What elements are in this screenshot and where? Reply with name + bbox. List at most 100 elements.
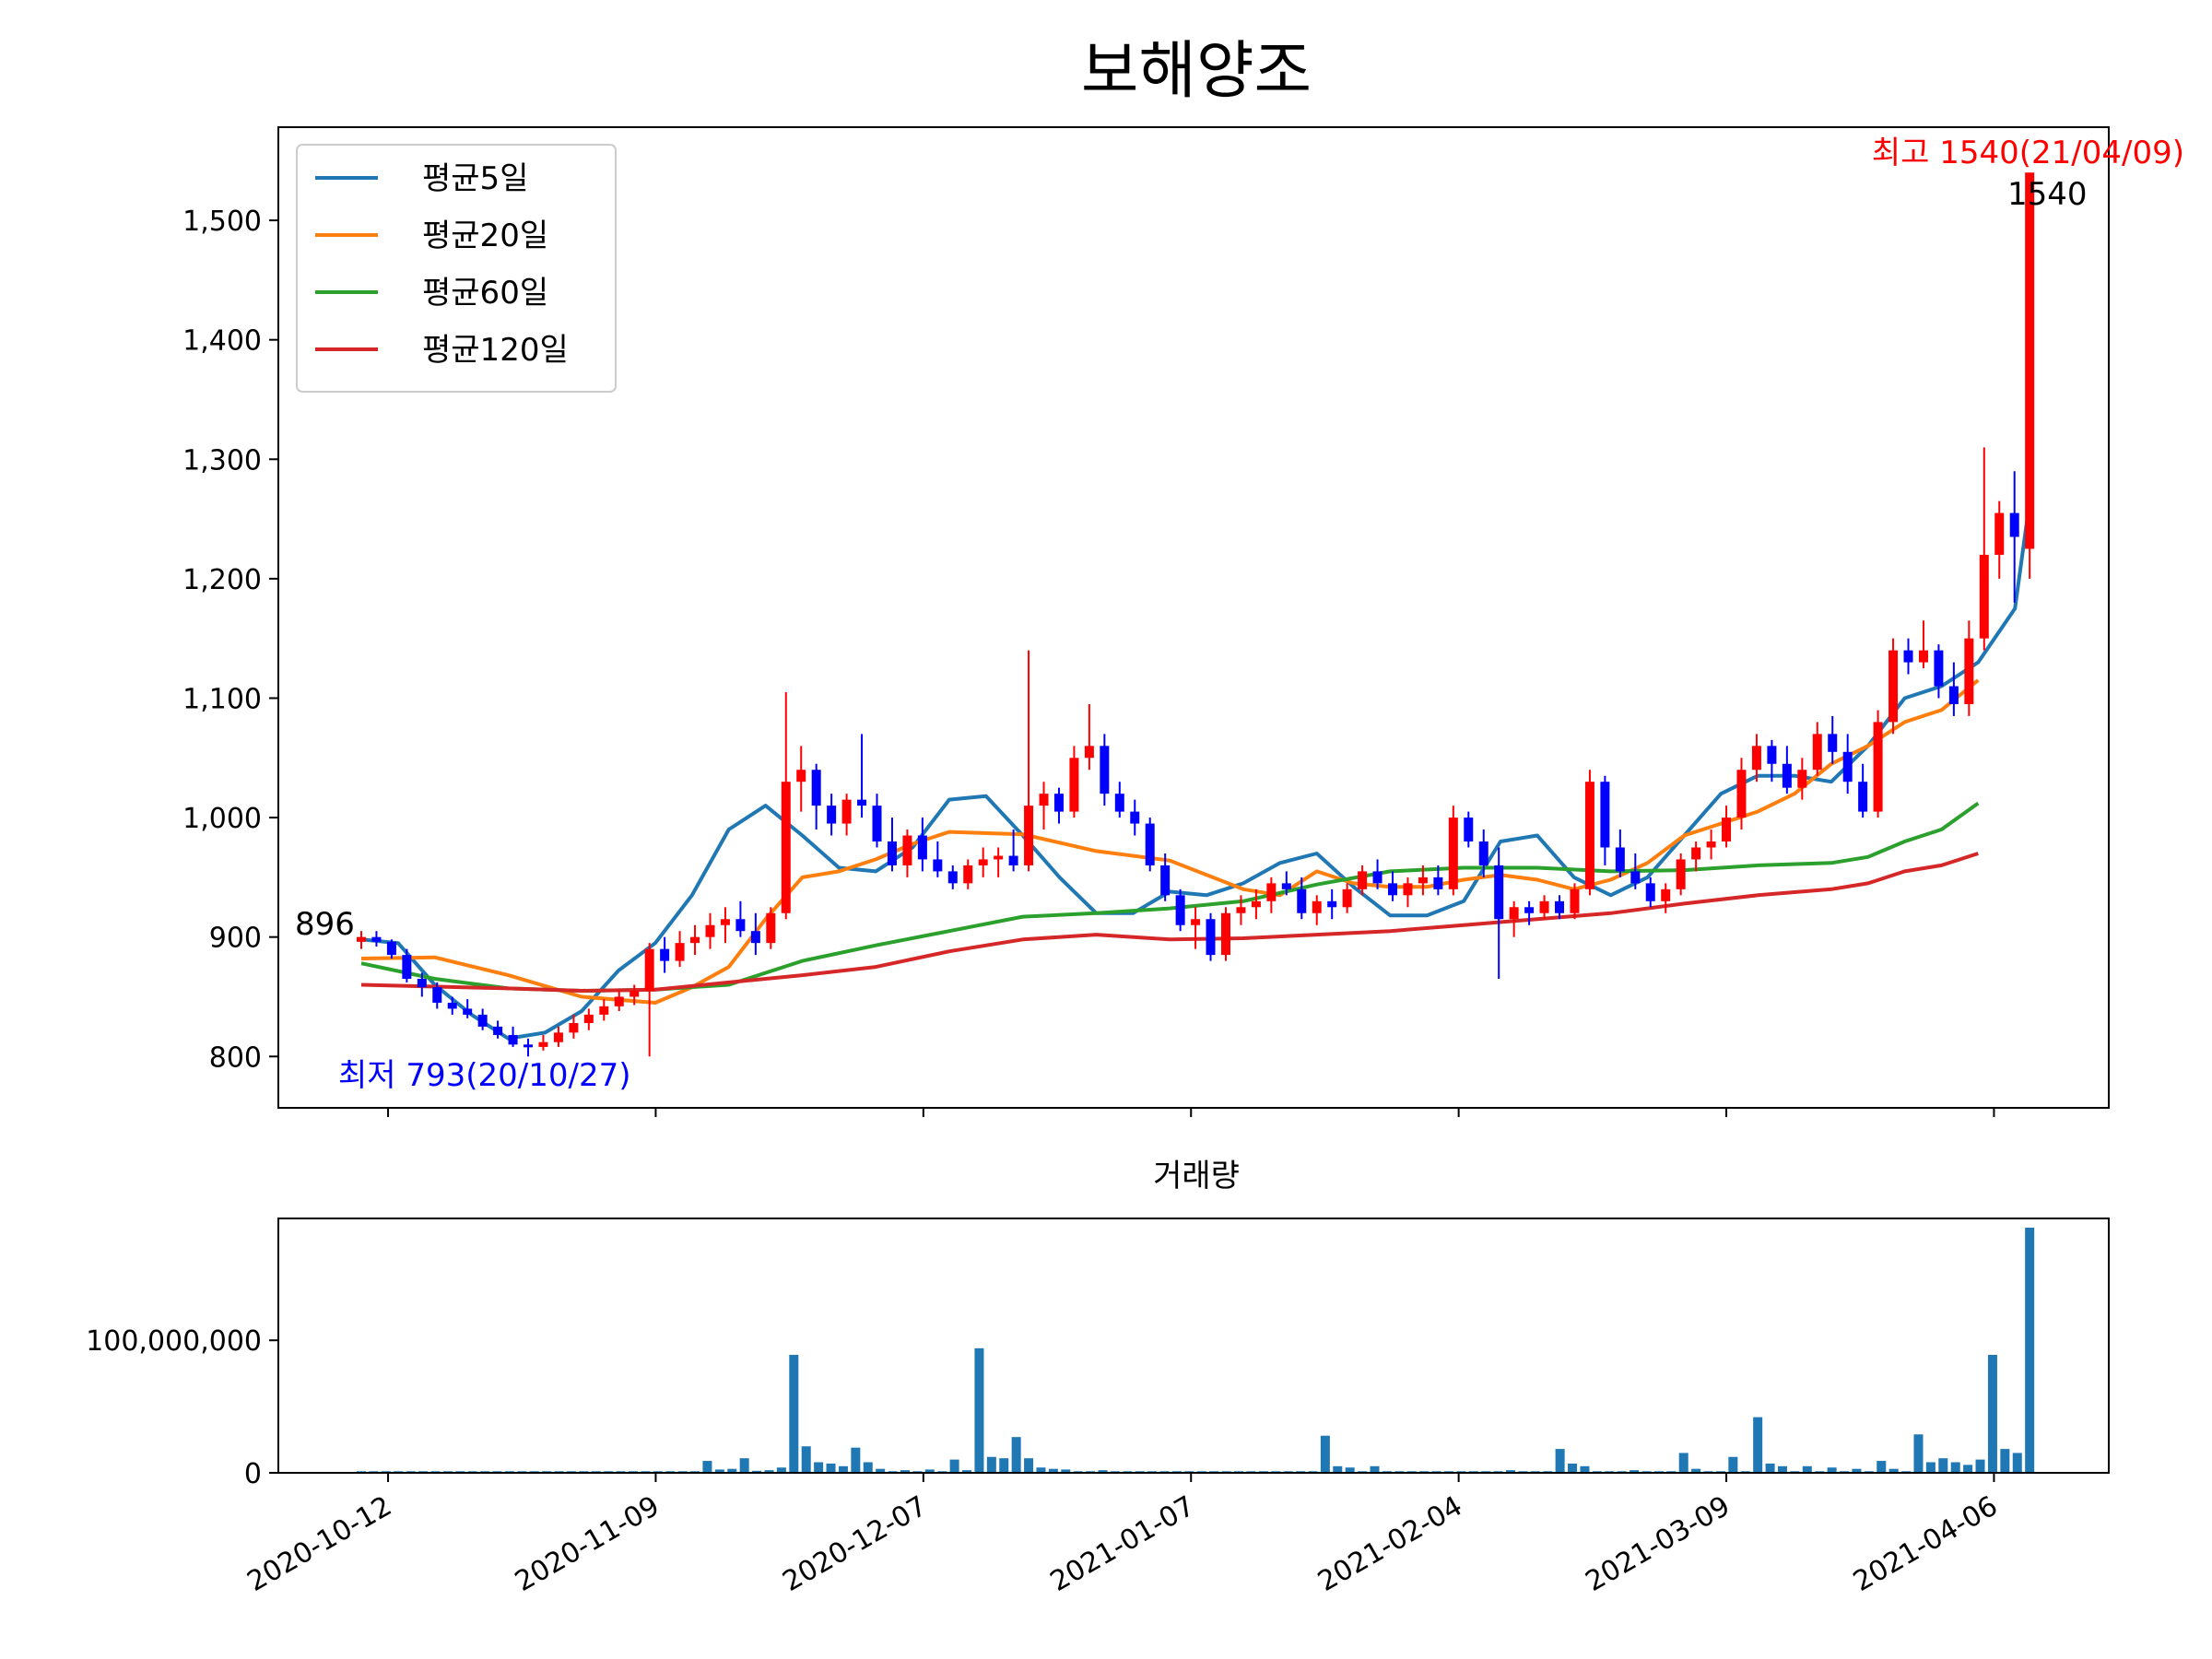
ma-line-평균5일 [360, 500, 2032, 1041]
candle-body [827, 806, 837, 824]
volume-bars [357, 1228, 2035, 1473]
candle-body [1084, 746, 1094, 759]
candle-body [902, 835, 912, 865]
candle-body [963, 865, 973, 884]
candle-body [1661, 888, 1671, 901]
candle-body [1570, 888, 1580, 913]
candle-body [1934, 650, 1944, 687]
candle-body [1130, 811, 1140, 824]
volume-bar [1987, 1355, 1997, 1473]
candle-body [1964, 638, 1974, 704]
y-tick-label: 900 [209, 923, 262, 955]
ma-line-평균120일 [360, 852, 1979, 993]
volume-bar [714, 1469, 724, 1473]
candle-body [463, 1008, 473, 1015]
ma-line-평균20일 [360, 678, 1980, 1005]
volume-bar [876, 1468, 886, 1473]
candle-body [872, 806, 882, 841]
volume-bar [999, 1458, 1009, 1473]
candle-body [1736, 770, 1747, 818]
candle-body [1160, 865, 1171, 896]
candle-body [1251, 900, 1261, 908]
volume-bar [1580, 1465, 1590, 1473]
candle-body [1555, 900, 1565, 913]
moving-average-lines [360, 500, 2032, 1041]
candle-body [1676, 859, 1686, 889]
volume-bar [949, 1459, 959, 1473]
candle-body [1615, 847, 1625, 872]
volume-bar [924, 1469, 935, 1473]
volume-bar [1036, 1467, 1046, 1473]
volume-bar [1505, 1470, 1515, 1473]
volume-bar [1691, 1468, 1701, 1473]
first-value-label: 896 [295, 906, 355, 943]
candle-body [1645, 883, 1655, 901]
candle-body [1706, 841, 1716, 848]
legend-label: 평균5일 [422, 160, 528, 197]
candle-body [493, 1026, 503, 1035]
volume-bar [1802, 1465, 1812, 1473]
candle-body [690, 936, 700, 944]
volume-bar [1888, 1468, 1899, 1473]
candle-body [1600, 782, 1610, 848]
candle-body [1053, 794, 1064, 812]
volume-bar [739, 1458, 749, 1473]
candle-body [1751, 746, 1761, 771]
legend-box [296, 144, 617, 393]
candle-body [1327, 900, 1337, 908]
candle-body [1782, 763, 1792, 788]
candlestick-series [357, 172, 2035, 1057]
volume-bar [900, 1470, 910, 1473]
candle-body [1691, 847, 1701, 860]
volume-bar [1777, 1465, 1787, 1473]
volume-bar [2000, 1449, 2010, 1473]
x-tick-label: 2020-10-12 [242, 1490, 397, 1598]
candle-body [735, 919, 746, 932]
candle-body [1236, 907, 1246, 913]
candle-body [1024, 806, 1034, 865]
candle-body [947, 871, 958, 884]
candle-body [841, 799, 852, 824]
candle-body [720, 919, 730, 925]
candle-body [917, 835, 927, 860]
candle-body [644, 948, 654, 991]
volume-bar [814, 1462, 824, 1473]
candle-body [978, 859, 988, 865]
candle-body [1191, 919, 1201, 925]
y-tick-label: 1,500 [182, 206, 262, 238]
candle-body [1722, 818, 1732, 841]
candle-body [887, 841, 897, 865]
candle-body [553, 1032, 563, 1042]
volume-bar [1975, 1459, 1985, 1473]
volume-bar [1370, 1465, 1380, 1473]
candle-body [1220, 912, 1230, 956]
candle-body [1873, 722, 1883, 812]
x-tick-label: 2021-02-04 [1312, 1490, 1467, 1598]
volume-bar [1024, 1458, 1034, 1473]
candle-body [447, 1002, 457, 1009]
volume-bar [1753, 1417, 1763, 1473]
candle-body [705, 924, 715, 937]
candle-body [781, 782, 791, 913]
volume-bar [1765, 1463, 1775, 1473]
candle-body [933, 859, 943, 872]
volume-bar [1345, 1467, 1355, 1473]
candle-body [1281, 883, 1291, 889]
candle-body [1494, 865, 1504, 920]
candle-body [432, 987, 442, 1003]
candle-body [1797, 770, 1807, 788]
legend-label: 평균20일 [422, 218, 548, 254]
candle-body [371, 936, 382, 942]
volume-bar [1728, 1456, 1738, 1473]
candle-body [1948, 686, 1959, 704]
candle-body [508, 1034, 518, 1045]
candle-body [1433, 877, 1443, 889]
candle-body [1539, 900, 1549, 913]
volume-bar [1925, 1462, 1936, 1473]
price-plot-frame [277, 126, 2110, 1109]
candle-body [1464, 818, 1474, 841]
chart-title: 보해양조 [1081, 35, 1312, 108]
candle-body [1388, 883, 1398, 896]
volume-bar [1852, 1468, 1862, 1473]
y-tick-label: 1,200 [182, 564, 262, 596]
